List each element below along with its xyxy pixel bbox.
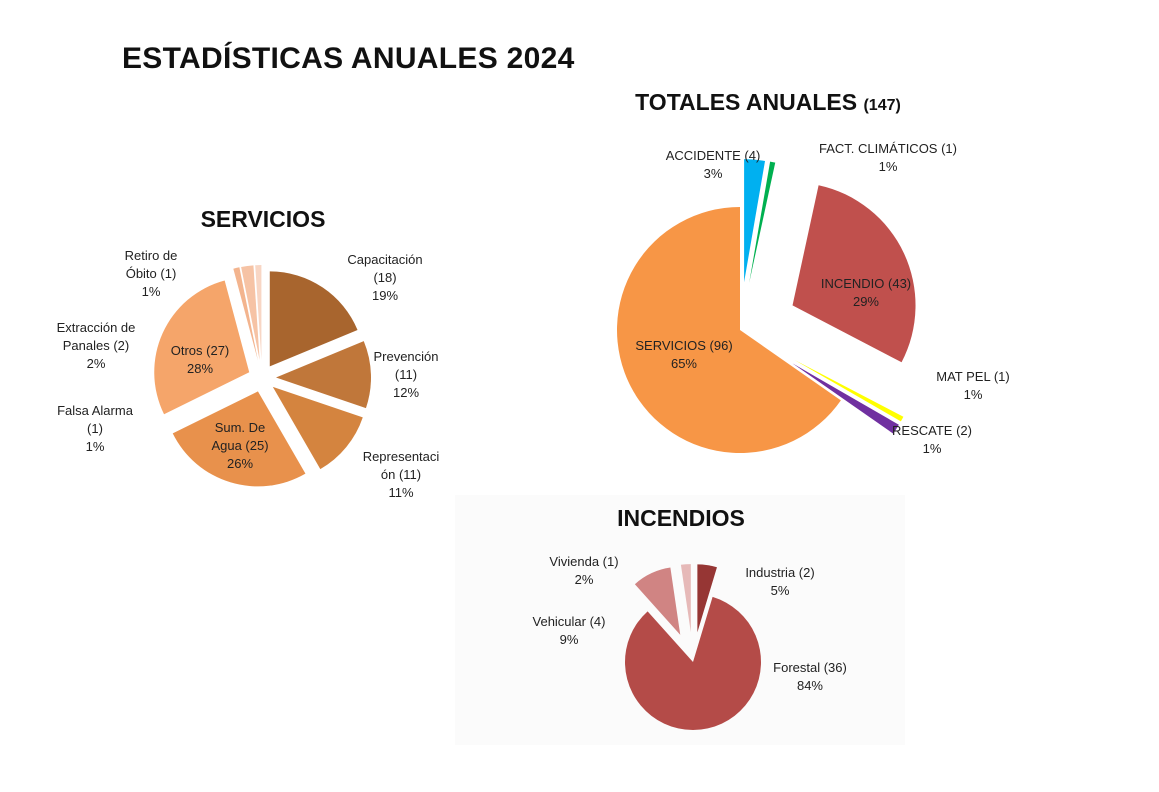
- pie-slice-industria-2: [697, 564, 717, 633]
- pie-slice-otros-27: [154, 280, 250, 415]
- label-pct: 65%: [670, 356, 698, 371]
- label-sum-agua: Sum. De Agua (25) 26%: [200, 419, 280, 473]
- label-text: Representación (11): [362, 449, 440, 482]
- pie-slice-vivienda-1: [680, 564, 691, 633]
- label-text: Vivienda (1): [549, 554, 619, 569]
- label-pct: 29%: [852, 294, 880, 309]
- label-text: SERVICIOS (96): [635, 338, 733, 353]
- label-industria: Industria (2) 5%: [745, 564, 814, 600]
- label-pct: 28%: [186, 361, 214, 376]
- label-pct: 12%: [392, 385, 420, 400]
- pie-slice-rescate-2: [792, 363, 899, 434]
- label-pct: 9%: [559, 632, 579, 647]
- label-pct: 3%: [703, 166, 723, 181]
- label-representacion: Representación (11) 11%: [360, 448, 442, 502]
- totales-title-text: TOTALES ANUALES: [635, 89, 858, 115]
- incendios-title: INCENDIOS: [617, 505, 745, 531]
- pie-slice-retiro-de-óbito-1: [255, 265, 262, 361]
- label-text: Retiro de Óbito (1): [124, 248, 178, 281]
- label-mat-pel: MAT PEL (1) 1%: [936, 368, 1009, 404]
- label-servicios: SERVICIOS (96) 65%: [635, 337, 732, 373]
- label-pct: 26%: [226, 456, 254, 471]
- label-falsa-alarma: Falsa Alarma (1) 1%: [51, 402, 139, 456]
- label-pct: 1%: [85, 439, 105, 454]
- label-pct: 1%: [922, 441, 942, 456]
- label-text: Sum. De Agua (25): [211, 420, 269, 453]
- label-capacitacion: Capacitación (18) 19%: [339, 251, 431, 305]
- pie-slice-servicios-96: [616, 207, 841, 454]
- label-text: Industria (2): [745, 565, 815, 580]
- label-pct: 19%: [371, 288, 399, 303]
- pie-slice-accidente-4: [744, 159, 766, 283]
- label-pct: 2%: [574, 572, 594, 587]
- label-text: ACCIDENTE (4): [665, 148, 761, 163]
- servicios-title: SERVICIOS: [200, 206, 326, 232]
- label-otros: Otros (27) 28%: [155, 342, 245, 378]
- label-vehicular: Vehicular (4) 9%: [533, 613, 606, 649]
- pie-slice-sum-de-agua-25: [172, 391, 306, 487]
- pie-slice-fact-climáticos-1: [749, 161, 776, 283]
- label-text: Vehicular (4): [532, 614, 606, 629]
- label-text: Forestal (36): [773, 660, 847, 675]
- label-text: RESCATE (2): [892, 423, 972, 438]
- pie-slice-vehicular-4: [634, 567, 681, 635]
- pie-slice-mat-pel-1: [794, 359, 904, 422]
- pie-slice-falsa-alarma-1: [233, 267, 258, 361]
- label-pct: 5%: [770, 583, 790, 598]
- pie-slice-prevención-11: [275, 341, 371, 409]
- label-pct: 2%: [86, 356, 106, 371]
- label-pct: 84%: [796, 678, 824, 693]
- label-pct: 1%: [878, 159, 898, 174]
- label-text: Prevención (11): [373, 349, 439, 382]
- pie-slice-forestal-36: [624, 596, 762, 731]
- label-text: Extracción de Panales (2): [56, 320, 136, 353]
- pie-slice-incendio-43: [792, 185, 916, 363]
- label-pct: 1%: [963, 387, 983, 402]
- label-text: Capacitación (18): [347, 252, 423, 285]
- label-prevencion: Prevención (11) 12%: [366, 348, 446, 402]
- label-extraccion: Extracción de Panales (2) 2%: [50, 319, 142, 373]
- label-text: Otros (27): [170, 343, 230, 358]
- pie-slice-capacitación-18: [269, 271, 358, 367]
- page-title: ESTADÍSTICAS ANUALES 2024: [122, 42, 575, 75]
- label-rescate: RESCATE (2) 1%: [892, 422, 972, 458]
- label-text: Falsa Alarma (1): [57, 403, 133, 436]
- label-accidente: ACCIDENTE (4) 3%: [666, 147, 761, 183]
- totales-title: TOTALES ANUALES (147): [635, 89, 901, 116]
- pie-slice-extracción-de-panales-2: [241, 265, 260, 361]
- label-text: FACT. CLIMÁTICOS (1): [819, 141, 957, 156]
- label-text: MAT PEL (1): [936, 369, 1010, 384]
- label-incendio: INCENDIO (43) 29%: [821, 275, 911, 311]
- label-text: INCENDIO (43): [820, 276, 912, 291]
- label-retiro-obito: Retiro de Óbito (1) 1%: [115, 247, 187, 301]
- label-pct: 11%: [388, 485, 414, 500]
- label-vivienda: Vivienda (1) 2%: [549, 553, 618, 589]
- totales-total: (147): [863, 97, 901, 114]
- label-forestal: Forestal (36) 84%: [773, 659, 847, 695]
- label-pct: 1%: [141, 284, 161, 299]
- label-fact-climaticos: FACT. CLIMÁTICOS (1) 1%: [819, 140, 957, 176]
- pie-slice-representación-11: [272, 386, 363, 470]
